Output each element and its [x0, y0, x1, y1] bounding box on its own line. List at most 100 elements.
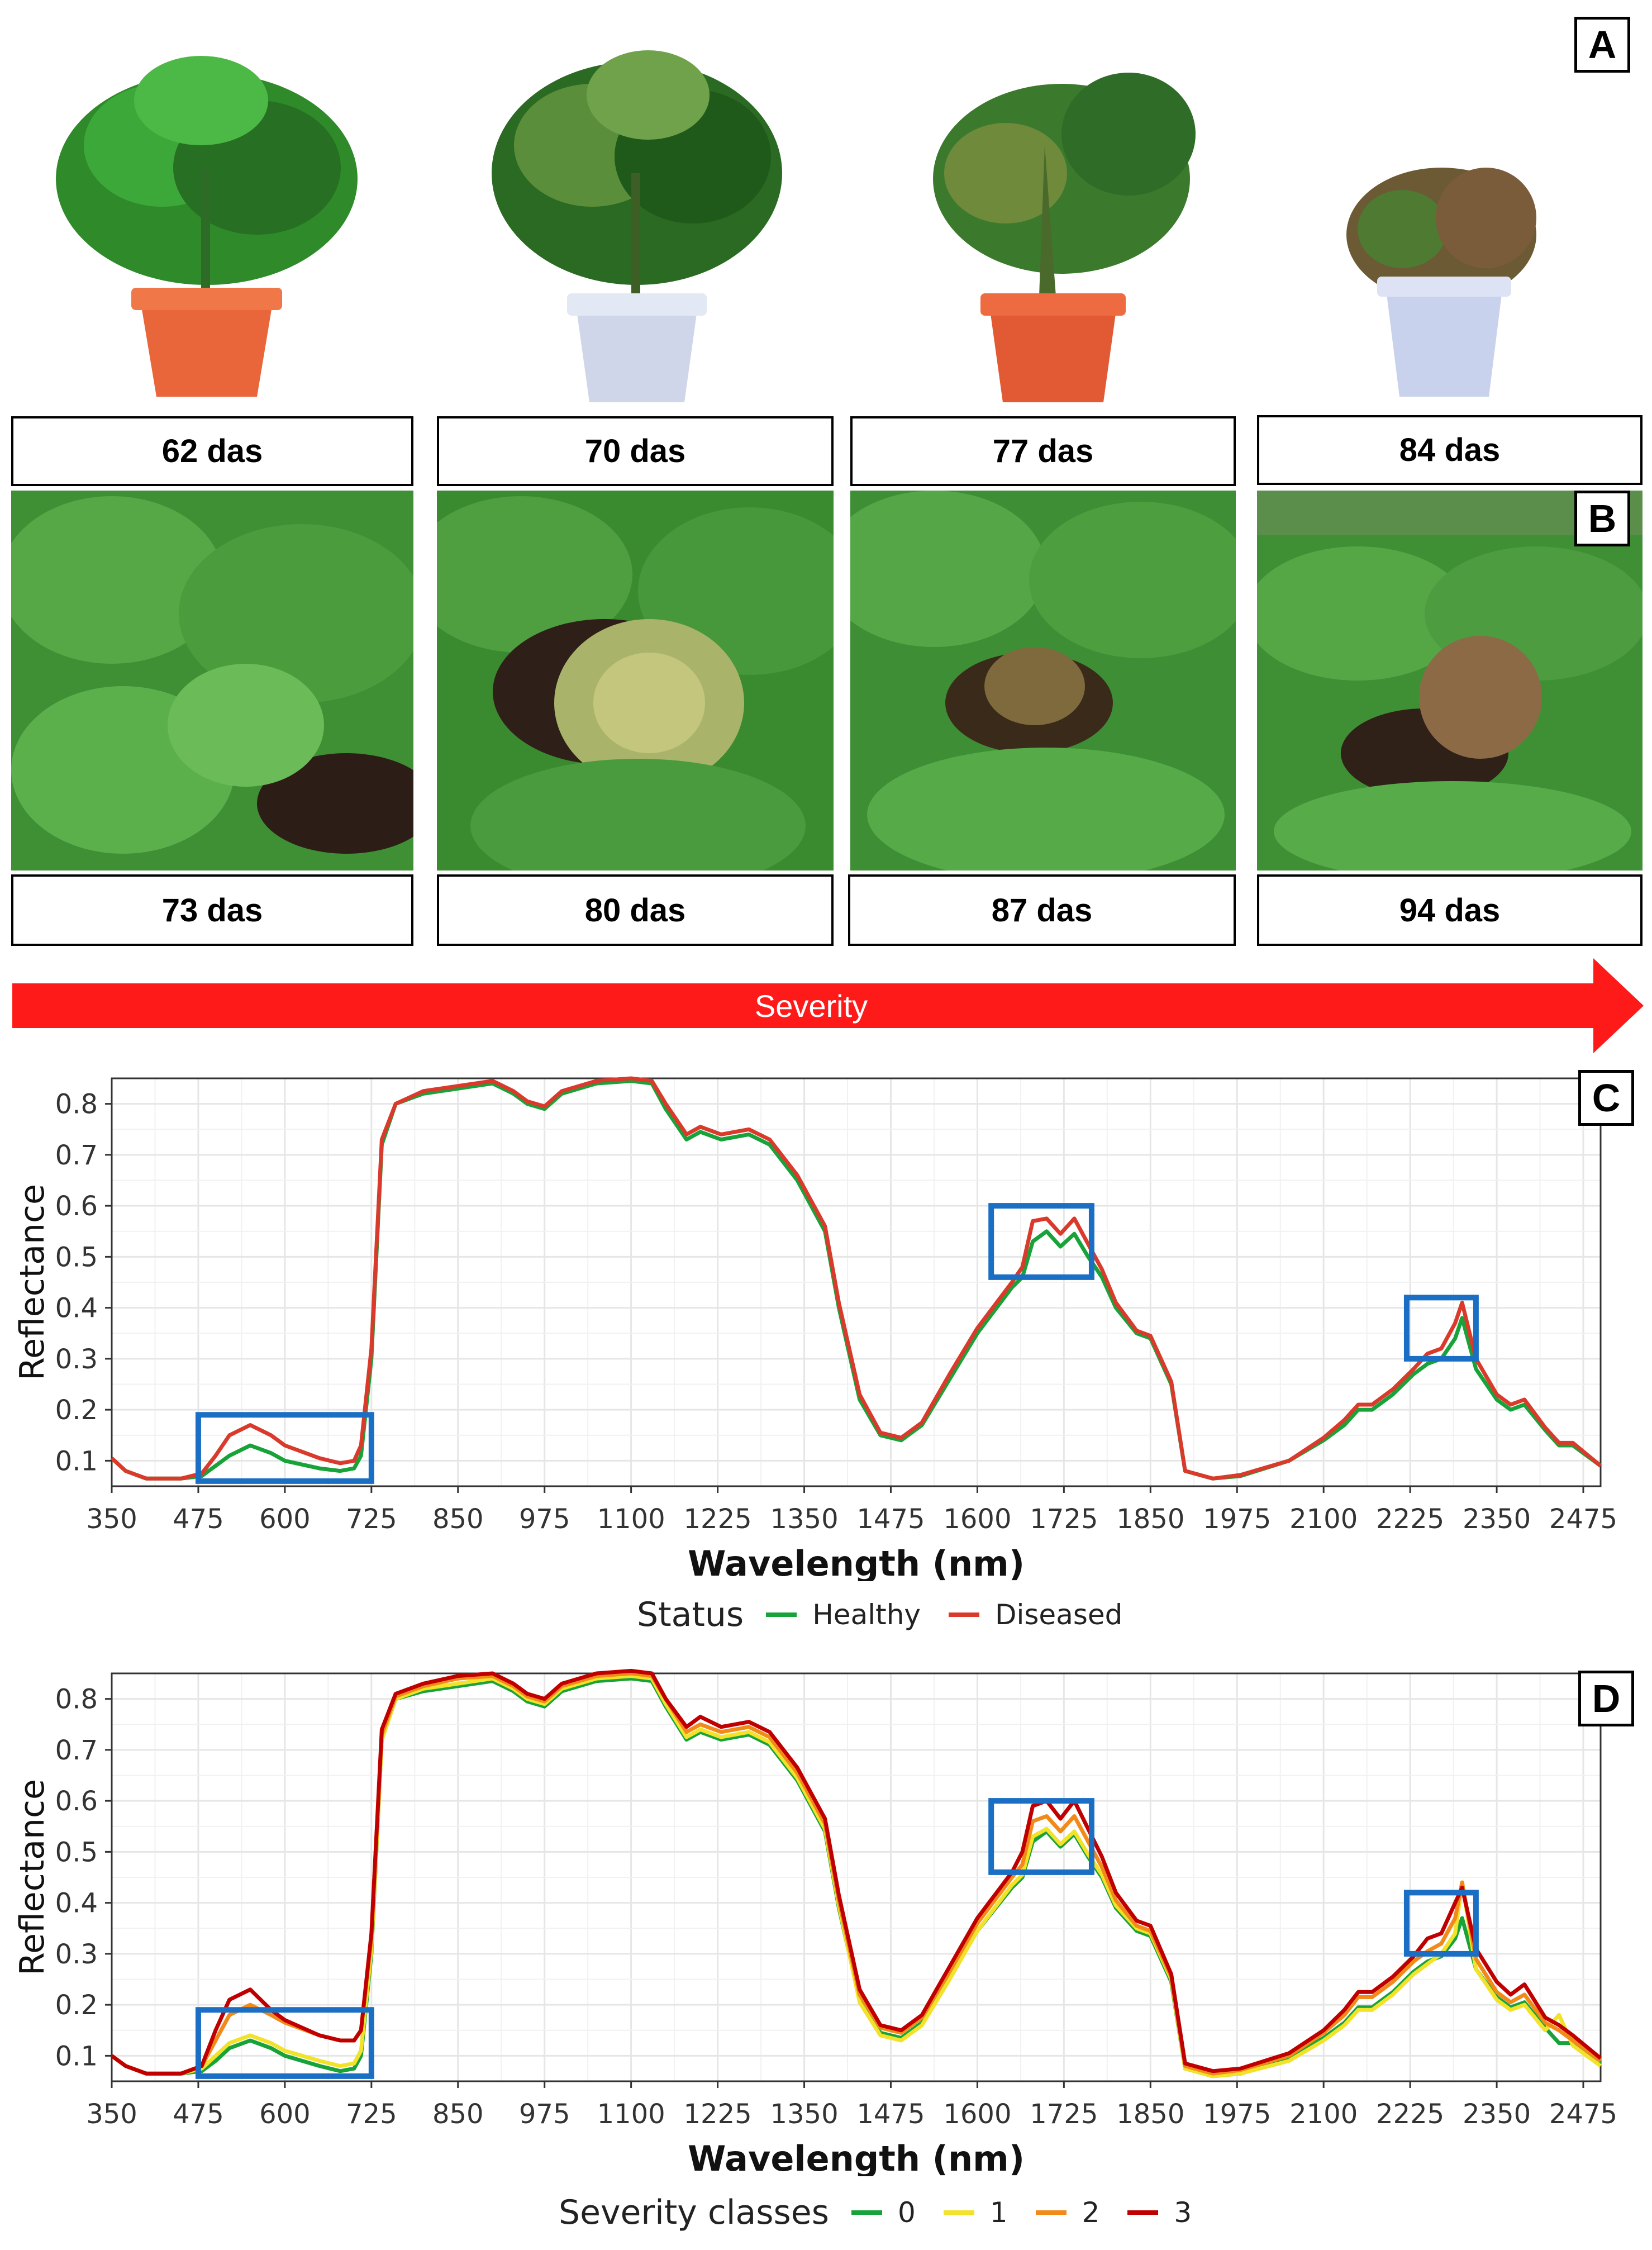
x-tick-label-975: 975	[519, 1504, 570, 1535]
field-photo-80das	[437, 491, 834, 870]
y-tick-label-0.8: 0.8	[55, 1089, 98, 1120]
x-tick-label-1350: 1350	[770, 2099, 838, 2130]
y-tick-label-0.5: 0.5	[55, 1837, 98, 1868]
legend-item-class-0: 0	[851, 2196, 916, 2229]
legend-item-healthy: Healthy	[766, 1599, 921, 1631]
legend-label-healthy: Healthy	[812, 1599, 921, 1631]
x-tick-label-600: 600	[259, 1504, 311, 1535]
x-axis-title-d: Wavelength (nm)	[688, 2138, 1025, 2176]
panel-label-b: B	[1574, 491, 1630, 546]
x-tick-label-2100: 2100	[1289, 1504, 1358, 1535]
x-tick-label-1725: 1725	[1030, 2099, 1098, 2130]
y-tick-label-0.6: 0.6	[55, 1191, 98, 1222]
plant-photo-62das	[34, 34, 380, 408]
legend-severity-title: Severity classes	[559, 2193, 829, 2232]
x-tick-label-350: 350	[86, 2099, 137, 2130]
spectral-chart-d: 350 475 600 725 850 975 1100 1225 1350 1475 1600 17…	[13, 1668, 1617, 2176]
x-tick-label-975: 975	[519, 2099, 570, 2130]
legend-swatch-healthy	[766, 1612, 797, 1617]
caption-80das: 80 das	[437, 874, 834, 946]
panel-label-c: C	[1578, 1070, 1634, 1126]
y-tick-label-0.5: 0.5	[55, 1241, 98, 1273]
x-tick-label-1475: 1475	[856, 2099, 925, 2130]
x-tick-label-1225: 1225	[684, 2099, 752, 2130]
x-tick-label-475: 475	[173, 1504, 224, 1535]
legend-status-title: Status	[637, 1595, 744, 1634]
field-photo-73das	[11, 491, 413, 870]
highlight-box-d-3	[1403, 1890, 1479, 1957]
series-line-d-3	[110, 1668, 1602, 2076]
y-tick-label-0.6: 0.6	[55, 1786, 98, 1817]
x-tick-label-350: 350	[86, 1504, 137, 1535]
x-tick-label-725: 725	[346, 2099, 397, 2130]
x-axis-title-c: Wavelength (nm)	[688, 1543, 1025, 1581]
plant-photo-70das	[464, 34, 810, 408]
x-tick-label-1225: 1225	[684, 1504, 752, 1535]
legend-label-class-1: 1	[989, 2196, 1008, 2229]
plant-photo-84das	[1330, 145, 1564, 408]
panel-label-d: D	[1578, 1671, 1634, 1726]
legend-label-class-3: 3	[1174, 2196, 1192, 2229]
y-tick-label-0.8: 0.8	[55, 1684, 98, 1715]
legend-label-class-2: 2	[1082, 2196, 1100, 2229]
legend-swatch-diseased	[948, 1612, 979, 1617]
x-tick-label-1100: 1100	[597, 2099, 665, 2130]
y-tick-label-0.2: 0.2	[55, 1990, 98, 2021]
caption-87das: 87 das	[848, 874, 1236, 946]
x-tick-label-1100: 1100	[597, 1504, 665, 1535]
x-tick-label-1350: 1350	[770, 1504, 838, 1535]
legend-label-class-0: 0	[897, 2196, 916, 2229]
caption-62das: 62 das	[11, 416, 413, 486]
field-photo-94das	[1257, 491, 1643, 870]
legend-label-diseased: Diseased	[994, 1599, 1123, 1631]
x-tick-label-2225: 2225	[1376, 1504, 1444, 1535]
series-line-d-1	[110, 1674, 1602, 2078]
x-tick-label-1600: 1600	[943, 1504, 1011, 1535]
x-tick-label-1475: 1475	[856, 1504, 925, 1535]
x-tick-label-1975: 1975	[1203, 1504, 1271, 1535]
y-axis-title-d: Reflectance	[13, 1779, 52, 1976]
x-tick-label-2350: 2350	[1463, 1504, 1531, 1535]
y-tick-label-0.4: 0.4	[55, 1293, 98, 1324]
legend-item-diseased: Diseased	[948, 1599, 1123, 1631]
x-tick-label-1600: 1600	[943, 2099, 1011, 2130]
y-tick-label-0.4: 0.4	[55, 1888, 98, 1919]
y-tick-label-0.1: 0.1	[55, 1445, 98, 1477]
x-tick-label-1850: 1850	[1116, 1504, 1184, 1535]
caption-84das: 84 das	[1257, 415, 1643, 485]
x-tick-label-1850: 1850	[1116, 2099, 1184, 2130]
caption-77das: 77 das	[850, 416, 1236, 486]
legend-status: Status Healthy Diseased	[637, 1592, 1150, 1637]
legend-severity: Severity classes 0 1 2 3	[559, 2190, 1220, 2235]
plot-border-d	[111, 1672, 1602, 2082]
severity-arrow-label: Severity	[754, 988, 868, 1024]
series-line-c-diseased	[110, 1076, 1602, 1481]
x-tick-label-2225: 2225	[1376, 2099, 1444, 2130]
legend-item-class-1: 1	[943, 2196, 1008, 2229]
panel-label-a: A	[1574, 17, 1630, 73]
plot-border-c	[111, 1077, 1602, 1487]
x-tick-label-1975: 1975	[1203, 2099, 1271, 2130]
legend-swatch-class-0	[851, 2210, 882, 2215]
x-tick-label-1725: 1725	[1030, 1504, 1098, 1535]
highlight-box-d-1	[195, 2007, 374, 2079]
caption-73das: 73 das	[11, 874, 413, 946]
legend-swatch-class-2	[1035, 2210, 1067, 2215]
y-tick-label-0.3: 0.3	[55, 1344, 98, 1375]
y-tick-label-0.1: 0.1	[55, 2040, 98, 2072]
highlight-box-d-2	[988, 1798, 1094, 1875]
legend-swatch-class-1	[943, 2210, 974, 2215]
y-tick-label-0.3: 0.3	[55, 1939, 98, 1970]
x-tick-label-850: 850	[432, 1504, 484, 1535]
plant-photo-77das	[894, 34, 1240, 408]
highlight-box-c-1	[195, 1412, 374, 1484]
x-tick-label-2100: 2100	[1289, 2099, 1358, 2130]
field-photo-87das	[850, 491, 1236, 870]
spectral-chart-c: 350 475 600 725 850 975 1100 1225 1350 1475 1600 17…	[13, 1076, 1617, 1581]
caption-94das: 94 das	[1257, 874, 1643, 946]
x-tick-label-2475: 2475	[1549, 2099, 1617, 2130]
legend-item-class-2: 2	[1035, 2196, 1100, 2229]
x-tick-label-850: 850	[432, 2099, 484, 2130]
x-tick-label-2475: 2475	[1549, 1504, 1617, 1535]
x-tick-label-600: 600	[259, 2099, 311, 2130]
